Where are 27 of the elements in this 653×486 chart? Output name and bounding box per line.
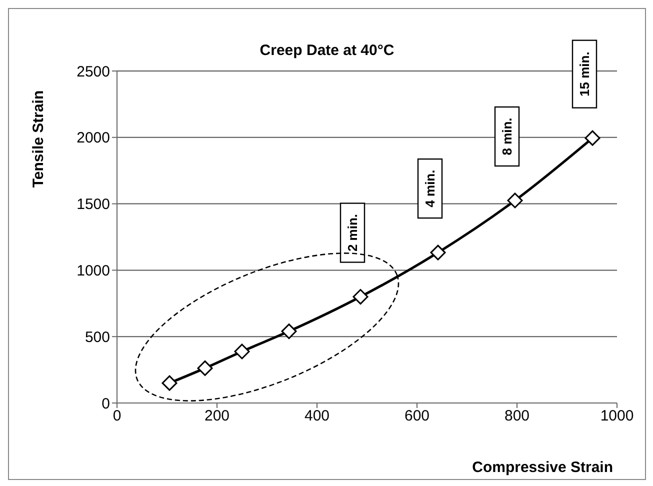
point	[430, 244, 446, 260]
x-tick-label: 0	[112, 408, 122, 425]
x-tick-label: 800	[504, 408, 530, 425]
point	[352, 289, 368, 305]
annotation: 2 min.	[345, 214, 360, 252]
point	[281, 324, 297, 340]
point	[507, 192, 523, 208]
x-tick-label: 200	[204, 408, 230, 425]
y-tick-label: 2500	[76, 63, 110, 80]
point	[197, 360, 213, 376]
x-tick-label: 1000	[600, 408, 634, 425]
x-tick-label: 400	[304, 408, 330, 425]
chart-title: Creep Date at 40°C	[260, 42, 394, 59]
y-tick-label: 500	[84, 328, 110, 346]
point	[234, 344, 250, 360]
y-axis-title: Tensile Strain	[30, 90, 47, 188]
y-tick-label: 1000	[76, 262, 110, 280]
point	[162, 375, 178, 391]
annotation: 4 min.	[422, 170, 438, 208]
y-tick-label: 2000	[76, 130, 110, 147]
y-tick-label: 1500	[76, 196, 110, 214]
x-axis-title: Compressive Strain	[472, 459, 613, 476]
y-tick-label: 0	[102, 395, 110, 412]
annotation: 15 min.	[577, 52, 592, 96]
annotation: 8 min.	[500, 118, 514, 156]
point	[584, 130, 600, 146]
x-tick-label: 600	[404, 408, 430, 425]
